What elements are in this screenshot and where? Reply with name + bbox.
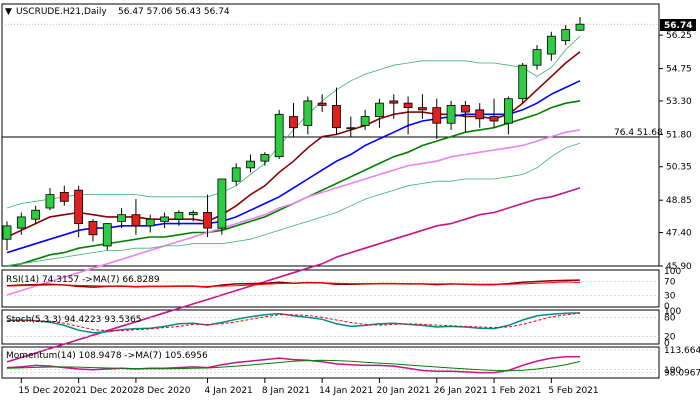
candle[interactable]: [332, 104, 341, 129]
momentum-tick-label: 98.0967: [664, 369, 700, 379]
candle[interactable]: [518, 64, 528, 100]
stoch-tick-label: 80: [664, 313, 676, 323]
date-tick-label: 26 Jan 2021: [434, 386, 488, 396]
candle[interactable]: [503, 98, 513, 124]
candle[interactable]: [532, 49, 542, 66]
candle[interactable]: [88, 220, 98, 236]
price-tick-label: 54.75: [666, 65, 692, 75]
price-tag-box: [660, 19, 696, 31]
candle[interactable]: [317, 102, 327, 106]
date-tick-label: 5 Feb 2021: [548, 386, 598, 396]
price-tick-label: 56.25: [666, 31, 692, 41]
candle[interactable]: [117, 214, 126, 222]
stoch-tick-label: 20: [664, 333, 676, 343]
date-tick-label: 15 Dec 2020: [18, 386, 76, 396]
overlay-line-7: [6, 142, 581, 267]
stoch-series-1: [6, 312, 581, 334]
candle[interactable]: [274, 113, 284, 158]
date-tick-label: 20 Jan 2021: [376, 386, 430, 396]
candle[interactable]: [460, 104, 470, 113]
price-tick-label: 51.80: [666, 130, 692, 140]
price-tag: 56.74: [664, 21, 692, 31]
candle[interactable]: [131, 214, 141, 227]
candle[interactable]: [360, 116, 370, 126]
chart-symbol: USCRUDE.H21,Daily: [16, 7, 107, 17]
candle[interactable]: [418, 107, 427, 111]
stoch-tick-label: 0: [664, 339, 670, 349]
candle[interactable]: [289, 116, 298, 129]
price-tick-label: 47.40: [666, 229, 692, 239]
stoch-tick-label: 100: [664, 307, 681, 317]
momentum-series-2: [6, 359, 581, 372]
candle[interactable]: [389, 100, 399, 104]
overlay-line-4: [6, 129, 581, 296]
candle[interactable]: [59, 191, 69, 202]
candle[interactable]: [432, 107, 442, 124]
rsi-tick-label: 30: [664, 292, 676, 302]
chart-ohlc: 56.47 57.06 56.43 56.74: [118, 7, 230, 17]
candle[interactable]: [246, 160, 255, 169]
date-tick-label: 8 Jan 2021: [262, 386, 310, 396]
candle[interactable]: [74, 189, 84, 225]
date-tick-label: 4 Jan 2021: [205, 386, 253, 396]
price-tick-label: 53.30: [666, 97, 692, 107]
fib-level-label: 76.4 51.68: [614, 128, 663, 138]
candle[interactable]: [475, 109, 485, 120]
price-tick-label: 45.90: [666, 262, 692, 272]
candle[interactable]: [575, 23, 585, 31]
date-tick-label: 14 Jan 2021: [319, 386, 373, 396]
candle[interactable]: [102, 223, 112, 247]
date-tick-label: 21 Dec 2020: [76, 386, 134, 396]
candle[interactable]: [489, 116, 499, 122]
candle[interactable]: [45, 194, 55, 209]
candle[interactable]: [31, 209, 41, 220]
candle[interactable]: [160, 216, 169, 222]
candle[interactable]: [346, 127, 356, 130]
candle[interactable]: [2, 225, 12, 240]
candle[interactable]: [174, 212, 184, 220]
rsi-title: RSI(14) 74.3157 ->MA(7) 66.8289: [6, 275, 160, 285]
candle[interactable]: [446, 104, 456, 124]
rsi-panel[interactable]: [1, 269, 660, 308]
rsi-tick-label: 70: [664, 278, 676, 288]
candle[interactable]: [403, 102, 413, 109]
price-tick-label: 48.85: [666, 196, 692, 206]
momentum-tick-label: 113.6647: [664, 346, 700, 356]
stoch-series-2: [6, 312, 581, 332]
candle[interactable]: [231, 167, 241, 182]
candle[interactable]: [188, 212, 198, 216]
rsi-tick-label: 0: [664, 302, 670, 312]
overlay-line-1: [6, 51, 581, 238]
candle[interactable]: [260, 154, 270, 162]
candle[interactable]: [16, 216, 26, 229]
date-tick-label: 28 Dec 2020: [133, 386, 191, 396]
price-tick-label: 50.35: [666, 163, 692, 173]
candle[interactable]: [561, 29, 571, 42]
momentum-tick-label: 100: [664, 366, 681, 376]
rsi-series-2: [6, 281, 581, 287]
stoch-title: Stoch(5,3,3) 94.4223 93.5365: [6, 315, 141, 325]
momentum-series-1: [6, 355, 581, 374]
stoch-panel[interactable]: [1, 309, 660, 345]
candle[interactable]: [546, 35, 556, 55]
date-tick-label: 1 Feb 2021: [491, 386, 541, 396]
candle[interactable]: [375, 102, 384, 117]
candle[interactable]: [217, 178, 227, 229]
collapse-triangle-icon[interactable]: ▼: [5, 7, 12, 17]
candle[interactable]: [203, 212, 212, 229]
candle[interactable]: [303, 100, 313, 126]
candle[interactable]: [145, 218, 155, 227]
overlay-line-2: [6, 80, 581, 254]
rsi-tick-label: 100: [664, 267, 681, 277]
momentum-title: Momentum(14) 108.9478 ->MA(7) 105.6956: [6, 351, 208, 361]
